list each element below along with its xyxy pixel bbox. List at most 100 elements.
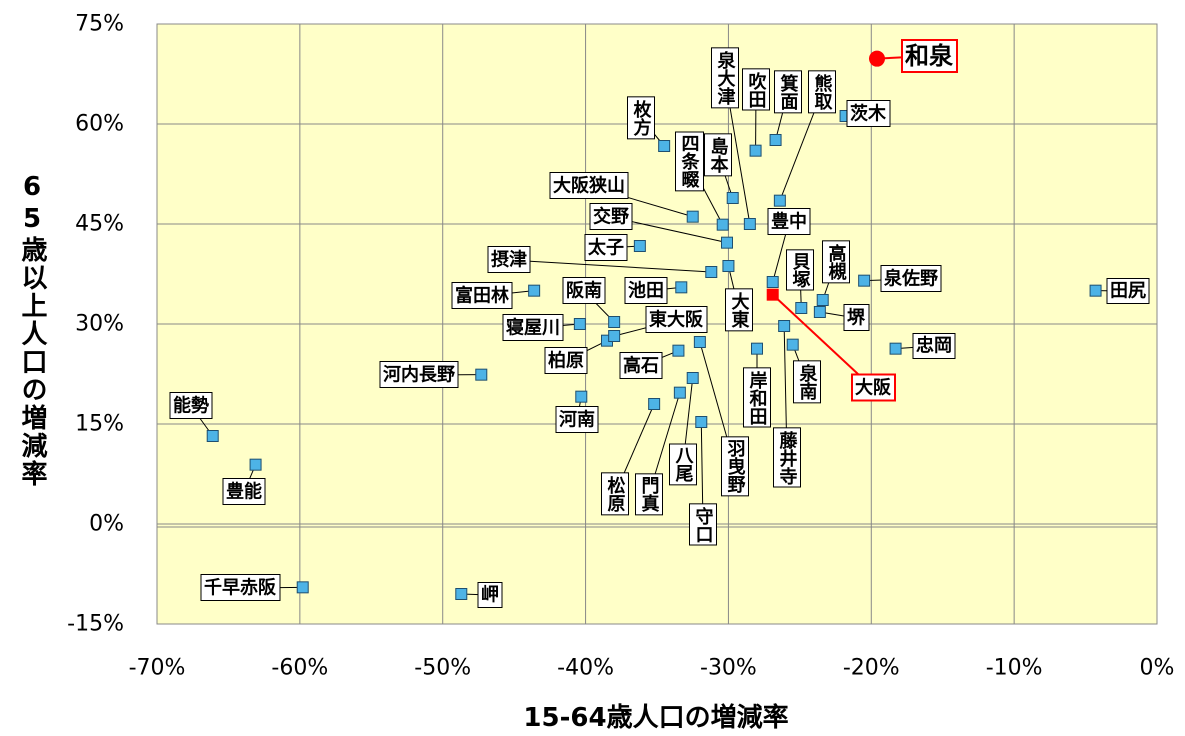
- point: [475, 368, 488, 381]
- point: [672, 344, 685, 357]
- point-label: 忠岡: [916, 336, 952, 357]
- point: [695, 416, 708, 428]
- point: [769, 134, 782, 146]
- point: [608, 330, 621, 342]
- point-label: 守口: [693, 506, 714, 543]
- y-tick-label: 30%: [75, 312, 124, 337]
- label-box: [584, 234, 628, 261]
- point: [858, 274, 871, 287]
- label-box: [1106, 278, 1150, 304]
- label-box: [624, 277, 668, 304]
- point: [455, 588, 468, 600]
- point-label: 阪南: [566, 280, 602, 302]
- x-tick-label: -30%: [700, 656, 757, 681]
- point-label: 堺: [847, 307, 866, 329]
- point-label: 和泉: [905, 42, 954, 70]
- point-label: 貝塚: [790, 252, 811, 288]
- point-label: 高槻: [826, 243, 847, 281]
- point-label: 寝屋川: [506, 317, 560, 339]
- y-axis-title: 65歳以上人口の増減率: [17, 172, 47, 488]
- label-box: [222, 478, 266, 505]
- point: [773, 194, 786, 207]
- point-label: 摂津: [491, 249, 527, 271]
- point: [693, 336, 706, 348]
- label-box: [689, 503, 717, 546]
- y-tick-label: -15%: [67, 612, 124, 637]
- label-box: [669, 443, 697, 486]
- label-box: [725, 288, 753, 332]
- point-label: 吹田: [746, 71, 767, 108]
- point-label: 岬: [481, 585, 499, 606]
- y-tick-label: 45%: [75, 212, 124, 237]
- label-box: [619, 352, 663, 379]
- point: [766, 288, 779, 301]
- point-label: 島本: [708, 136, 729, 174]
- point: [206, 430, 219, 442]
- point: [869, 50, 885, 67]
- label-box: [808, 70, 836, 114]
- label-box: [169, 392, 213, 419]
- label-box: [767, 208, 811, 235]
- point: [608, 316, 621, 328]
- point-label: 大阪: [855, 377, 892, 399]
- point-label: 泉南: [797, 363, 818, 401]
- x-tick-label: -60%: [271, 656, 328, 681]
- label-box: [774, 70, 802, 114]
- point-label: 熊取: [812, 73, 833, 111]
- y-tick-label: 60%: [75, 112, 124, 137]
- label-box: [627, 96, 655, 140]
- label-box: [711, 47, 739, 109]
- point-label: 泉大津: [715, 50, 736, 106]
- point: [726, 192, 739, 204]
- label-box: [843, 304, 870, 331]
- point: [721, 236, 733, 249]
- point-label: 豊中: [771, 211, 807, 233]
- label-box: [846, 100, 891, 127]
- point: [743, 218, 756, 230]
- label-box: [742, 68, 770, 111]
- point-label: 能勢: [173, 395, 209, 417]
- label-box: [721, 436, 749, 497]
- label-box: [704, 133, 732, 177]
- point-label: 太子: [588, 237, 624, 259]
- leader-line: [772, 293, 874, 389]
- y-tick-label: 75%: [75, 12, 124, 37]
- point: [573, 318, 586, 330]
- point: [716, 218, 729, 231]
- point: [889, 342, 902, 355]
- label-box: [487, 246, 531, 273]
- point-label: 豊能: [226, 481, 262, 503]
- label-box: [451, 282, 513, 309]
- label-box: [589, 203, 633, 230]
- label-box: [544, 347, 588, 374]
- point-label: 千早赤阪: [204, 577, 277, 599]
- point: [296, 581, 309, 594]
- label-box: [743, 367, 771, 428]
- x-tick-label: 0%: [1140, 656, 1175, 681]
- point-label: 四条畷: [679, 134, 701, 189]
- label-box: [675, 131, 704, 192]
- label-box: [773, 427, 801, 488]
- point-label: 松原: [605, 475, 626, 513]
- x-tick-label: -40%: [557, 656, 614, 681]
- point-label: 泉佐野: [884, 268, 938, 290]
- x-tick-label: -10%: [986, 656, 1043, 681]
- point: [816, 294, 829, 306]
- point-label: 柏原: [548, 350, 584, 372]
- point-label: 八尾: [673, 446, 694, 483]
- point: [575, 390, 588, 403]
- label-box: [555, 406, 599, 433]
- point: [249, 458, 262, 471]
- label-box: [379, 361, 459, 388]
- label-box: [549, 172, 629, 199]
- point: [528, 284, 541, 297]
- point-label: 箕面: [778, 73, 799, 111]
- point-label: 枚方: [631, 99, 652, 137]
- label-box: [601, 472, 629, 516]
- point-label: 大阪狭山: [553, 175, 625, 197]
- point: [648, 398, 661, 410]
- label-box: [851, 373, 896, 402]
- label-box: [912, 333, 956, 359]
- label-box: [786, 249, 814, 291]
